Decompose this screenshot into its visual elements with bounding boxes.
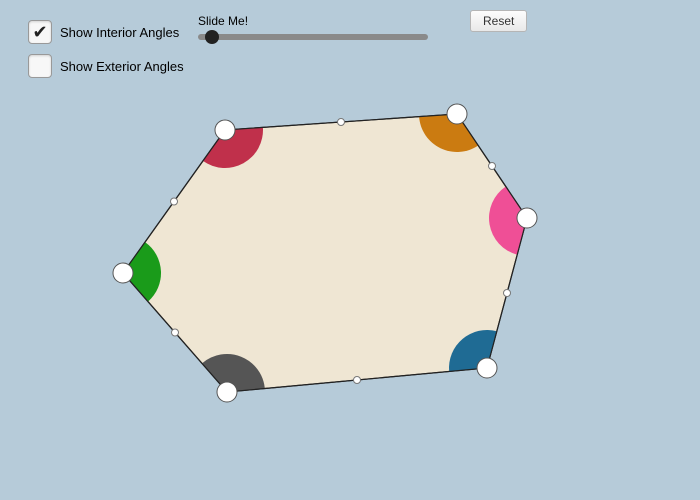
slider-thumb[interactable] [205, 30, 219, 44]
applet-stage: ✔ Show Interior Angles Show Exterior Ang… [0, 0, 700, 500]
show-exterior-angles-checkbox[interactable]: Show Exterior Angles [28, 54, 184, 78]
vertex-handle-E[interactable] [217, 382, 237, 402]
checkbox-box-exterior[interactable] [28, 54, 52, 78]
slide-me-slider[interactable]: Slide Me! [198, 14, 428, 40]
edge-midpoint-handle[interactable] [172, 329, 179, 336]
vertex-handle-C[interactable] [517, 208, 537, 228]
vertex-handle-F[interactable] [113, 263, 133, 283]
show-exterior-angles-label: Show Exterior Angles [60, 59, 184, 74]
show-interior-angles-label: Show Interior Angles [60, 25, 179, 40]
edge-midpoint-handle[interactable] [489, 163, 496, 170]
show-interior-angles-checkbox[interactable]: ✔ Show Interior Angles [28, 20, 179, 44]
vertex-handle-D[interactable] [477, 358, 497, 378]
edge-midpoint-handle[interactable] [171, 198, 178, 205]
slider-track[interactable] [198, 34, 428, 40]
slider-label: Slide Me! [198, 14, 428, 28]
edge-midpoint-handle[interactable] [338, 119, 345, 126]
reset-button[interactable]: Reset [470, 10, 527, 32]
edge-midpoint-handle[interactable] [504, 290, 511, 297]
checkbox-box-interior[interactable]: ✔ [28, 20, 52, 44]
vertex-handle-A[interactable] [215, 120, 235, 140]
vertex-handle-B[interactable] [447, 104, 467, 124]
edge-midpoint-handle[interactable] [354, 377, 361, 384]
